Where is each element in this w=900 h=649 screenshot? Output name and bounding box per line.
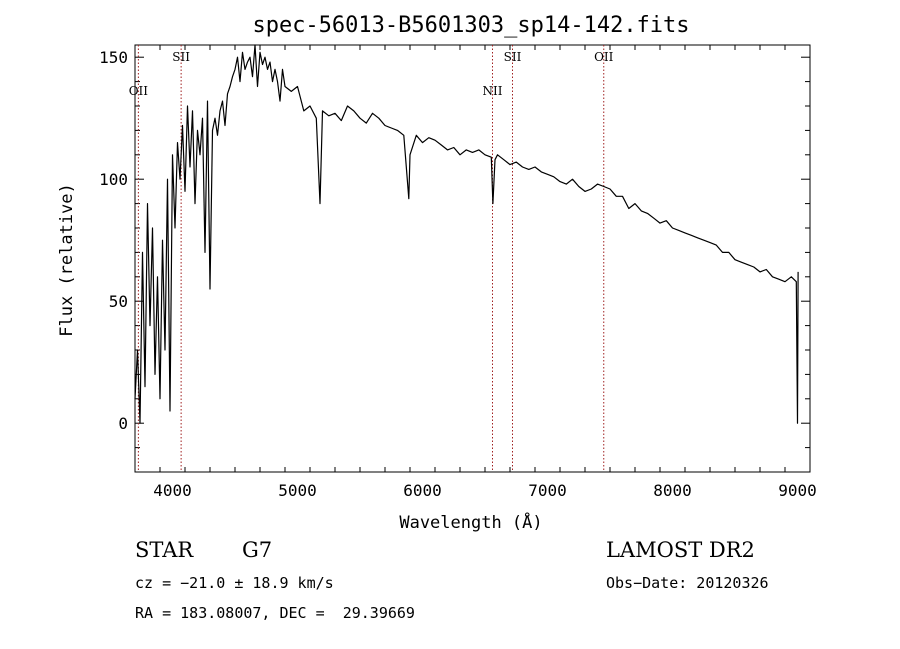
y-axis-label: Flux (relative) bbox=[57, 183, 77, 337]
emission-line-label: NII bbox=[483, 84, 503, 98]
x-tick-label: 6000 bbox=[403, 481, 442, 500]
x-tick-label: 7000 bbox=[528, 481, 567, 500]
y-tick-label: 0 bbox=[118, 414, 128, 433]
plot-frame bbox=[134, 44, 811, 473]
emission-line-label: OII bbox=[129, 84, 149, 98]
object-class: STAR bbox=[135, 538, 194, 562]
x-tick-label: 8000 bbox=[653, 481, 692, 500]
ra-dec-coordinates: RA = 183.08007, DEC = 29.39669 bbox=[135, 604, 415, 622]
x-tick-label: 9000 bbox=[778, 481, 817, 500]
object-subclass: G7 bbox=[242, 538, 273, 562]
chart-title: spec-56013-B5601303_sp14-142.fits bbox=[252, 13, 689, 38]
plot-area: 4000 5000 6000 7000 8000 9000 0 50 100 150 OII SII N… bbox=[99, 44, 817, 500]
y-tick-label: 100 bbox=[99, 170, 128, 189]
x-tick-label: 4000 bbox=[153, 481, 192, 500]
redshift-velocity: cz = −21.0 ± 18.9 km/s bbox=[135, 574, 334, 592]
survey-name: LAMOST DR2 bbox=[606, 538, 755, 562]
emission-line-label: OII bbox=[594, 50, 614, 64]
spectrum-line bbox=[134, 44, 799, 424]
x-tick-label: 5000 bbox=[278, 481, 317, 500]
y-tick-label: 150 bbox=[99, 48, 128, 67]
emission-line-label: SII bbox=[504, 50, 522, 64]
emission-line-label: SII bbox=[172, 50, 190, 64]
y-tick-label: 50 bbox=[109, 292, 128, 311]
x-axis-label: Wavelength (Å) bbox=[399, 511, 542, 533]
observation-date: Obs−Date: 20120326 bbox=[606, 574, 769, 592]
